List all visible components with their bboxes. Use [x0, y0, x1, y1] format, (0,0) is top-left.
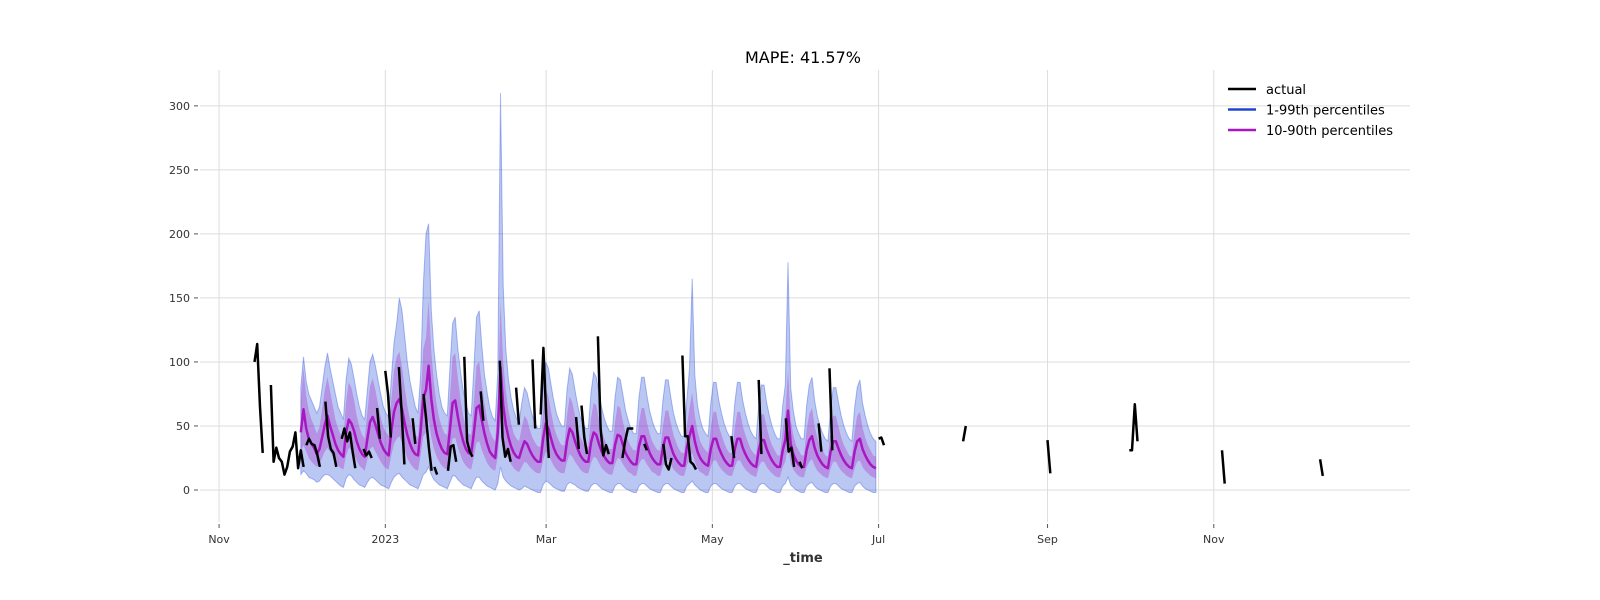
actual-segment: [446, 443, 458, 471]
actual-segment: [596, 336, 610, 457]
actual-segment: [514, 387, 521, 425]
actual-segment: [269, 384, 305, 476]
actual-segment: [324, 401, 338, 468]
y-tick-label: 100: [169, 356, 190, 369]
x-axis-label: _time: [783, 551, 823, 566]
legend-label: actual: [1266, 83, 1306, 98]
actual-segment: [362, 448, 373, 459]
x-tick-label: 2023: [371, 533, 399, 546]
x-tick-label: May: [701, 533, 724, 546]
actual-segment: [498, 360, 512, 463]
x-tick-label: Nov: [208, 533, 230, 546]
x-tick-label: Mar: [536, 533, 557, 546]
x-tick-label: Sep: [1037, 533, 1058, 546]
actual-segment: [798, 461, 804, 469]
y-tick-label: 0: [183, 484, 190, 497]
actual-segment: [422, 393, 433, 471]
y-tick-label: 150: [169, 292, 190, 305]
actual-segment: [531, 359, 537, 429]
actual-segment: [574, 416, 581, 450]
actual-segment: [828, 368, 834, 451]
y-tick-label: 200: [169, 228, 190, 241]
actual-segment: [961, 425, 968, 442]
legend-label: 10-90th percentiles: [1266, 124, 1393, 139]
chart-title: MAPE: 41.57%: [745, 48, 861, 67]
actual-segment: [253, 342, 264, 453]
actual-segment: [375, 407, 382, 439]
legend-label: 1-99th percentiles: [1266, 104, 1385, 119]
actual-segment: [681, 355, 698, 471]
actual-segment: [730, 436, 736, 459]
actual-segment: [757, 379, 763, 455]
grid: [200, 70, 1410, 522]
median-line: [299, 364, 877, 470]
actual-segment: [784, 418, 796, 468]
actual-segment: [621, 427, 634, 459]
actual-segment: [411, 418, 417, 445]
actual-segment: [340, 427, 357, 469]
actual-segment: [643, 443, 649, 451]
actual-segment: [539, 346, 551, 459]
band-1-99th: [300, 92, 877, 493]
forecast-median-line: [299, 364, 877, 470]
band-10-90th: [300, 300, 876, 479]
x-tick-label: Jul: [871, 533, 885, 546]
actual-segment: [1129, 402, 1139, 452]
actual-segment: [817, 423, 823, 452]
y-tick-label: 300: [169, 100, 190, 113]
actual-segment: [1046, 439, 1052, 474]
actual-segment: [305, 437, 322, 468]
actual-segment: [463, 356, 474, 458]
actual-segment: [1318, 459, 1325, 477]
actual-segment: [479, 391, 485, 421]
actual-segment: [433, 466, 439, 476]
actual-segment: [878, 436, 886, 446]
percentile-bands: [300, 92, 877, 493]
actual-segment: [397, 367, 406, 465]
legend: actual 1-99th percentiles 10-90th percenti…: [1228, 83, 1393, 139]
actual-segment: [1220, 450, 1226, 484]
y-tick-label: 250: [169, 164, 190, 177]
y-tick-label: 50: [176, 420, 190, 433]
actual-segment: [580, 405, 589, 455]
actual-segment: [662, 443, 673, 471]
actual-series: [253, 336, 1325, 484]
x-tick-label: Nov: [1203, 533, 1225, 546]
axis-ticks: 0 50 100 150 200 250 300 Nov 2023 Mar May Jul Sep Nov: [169, 100, 1225, 546]
actual-segment: [384, 370, 393, 438]
